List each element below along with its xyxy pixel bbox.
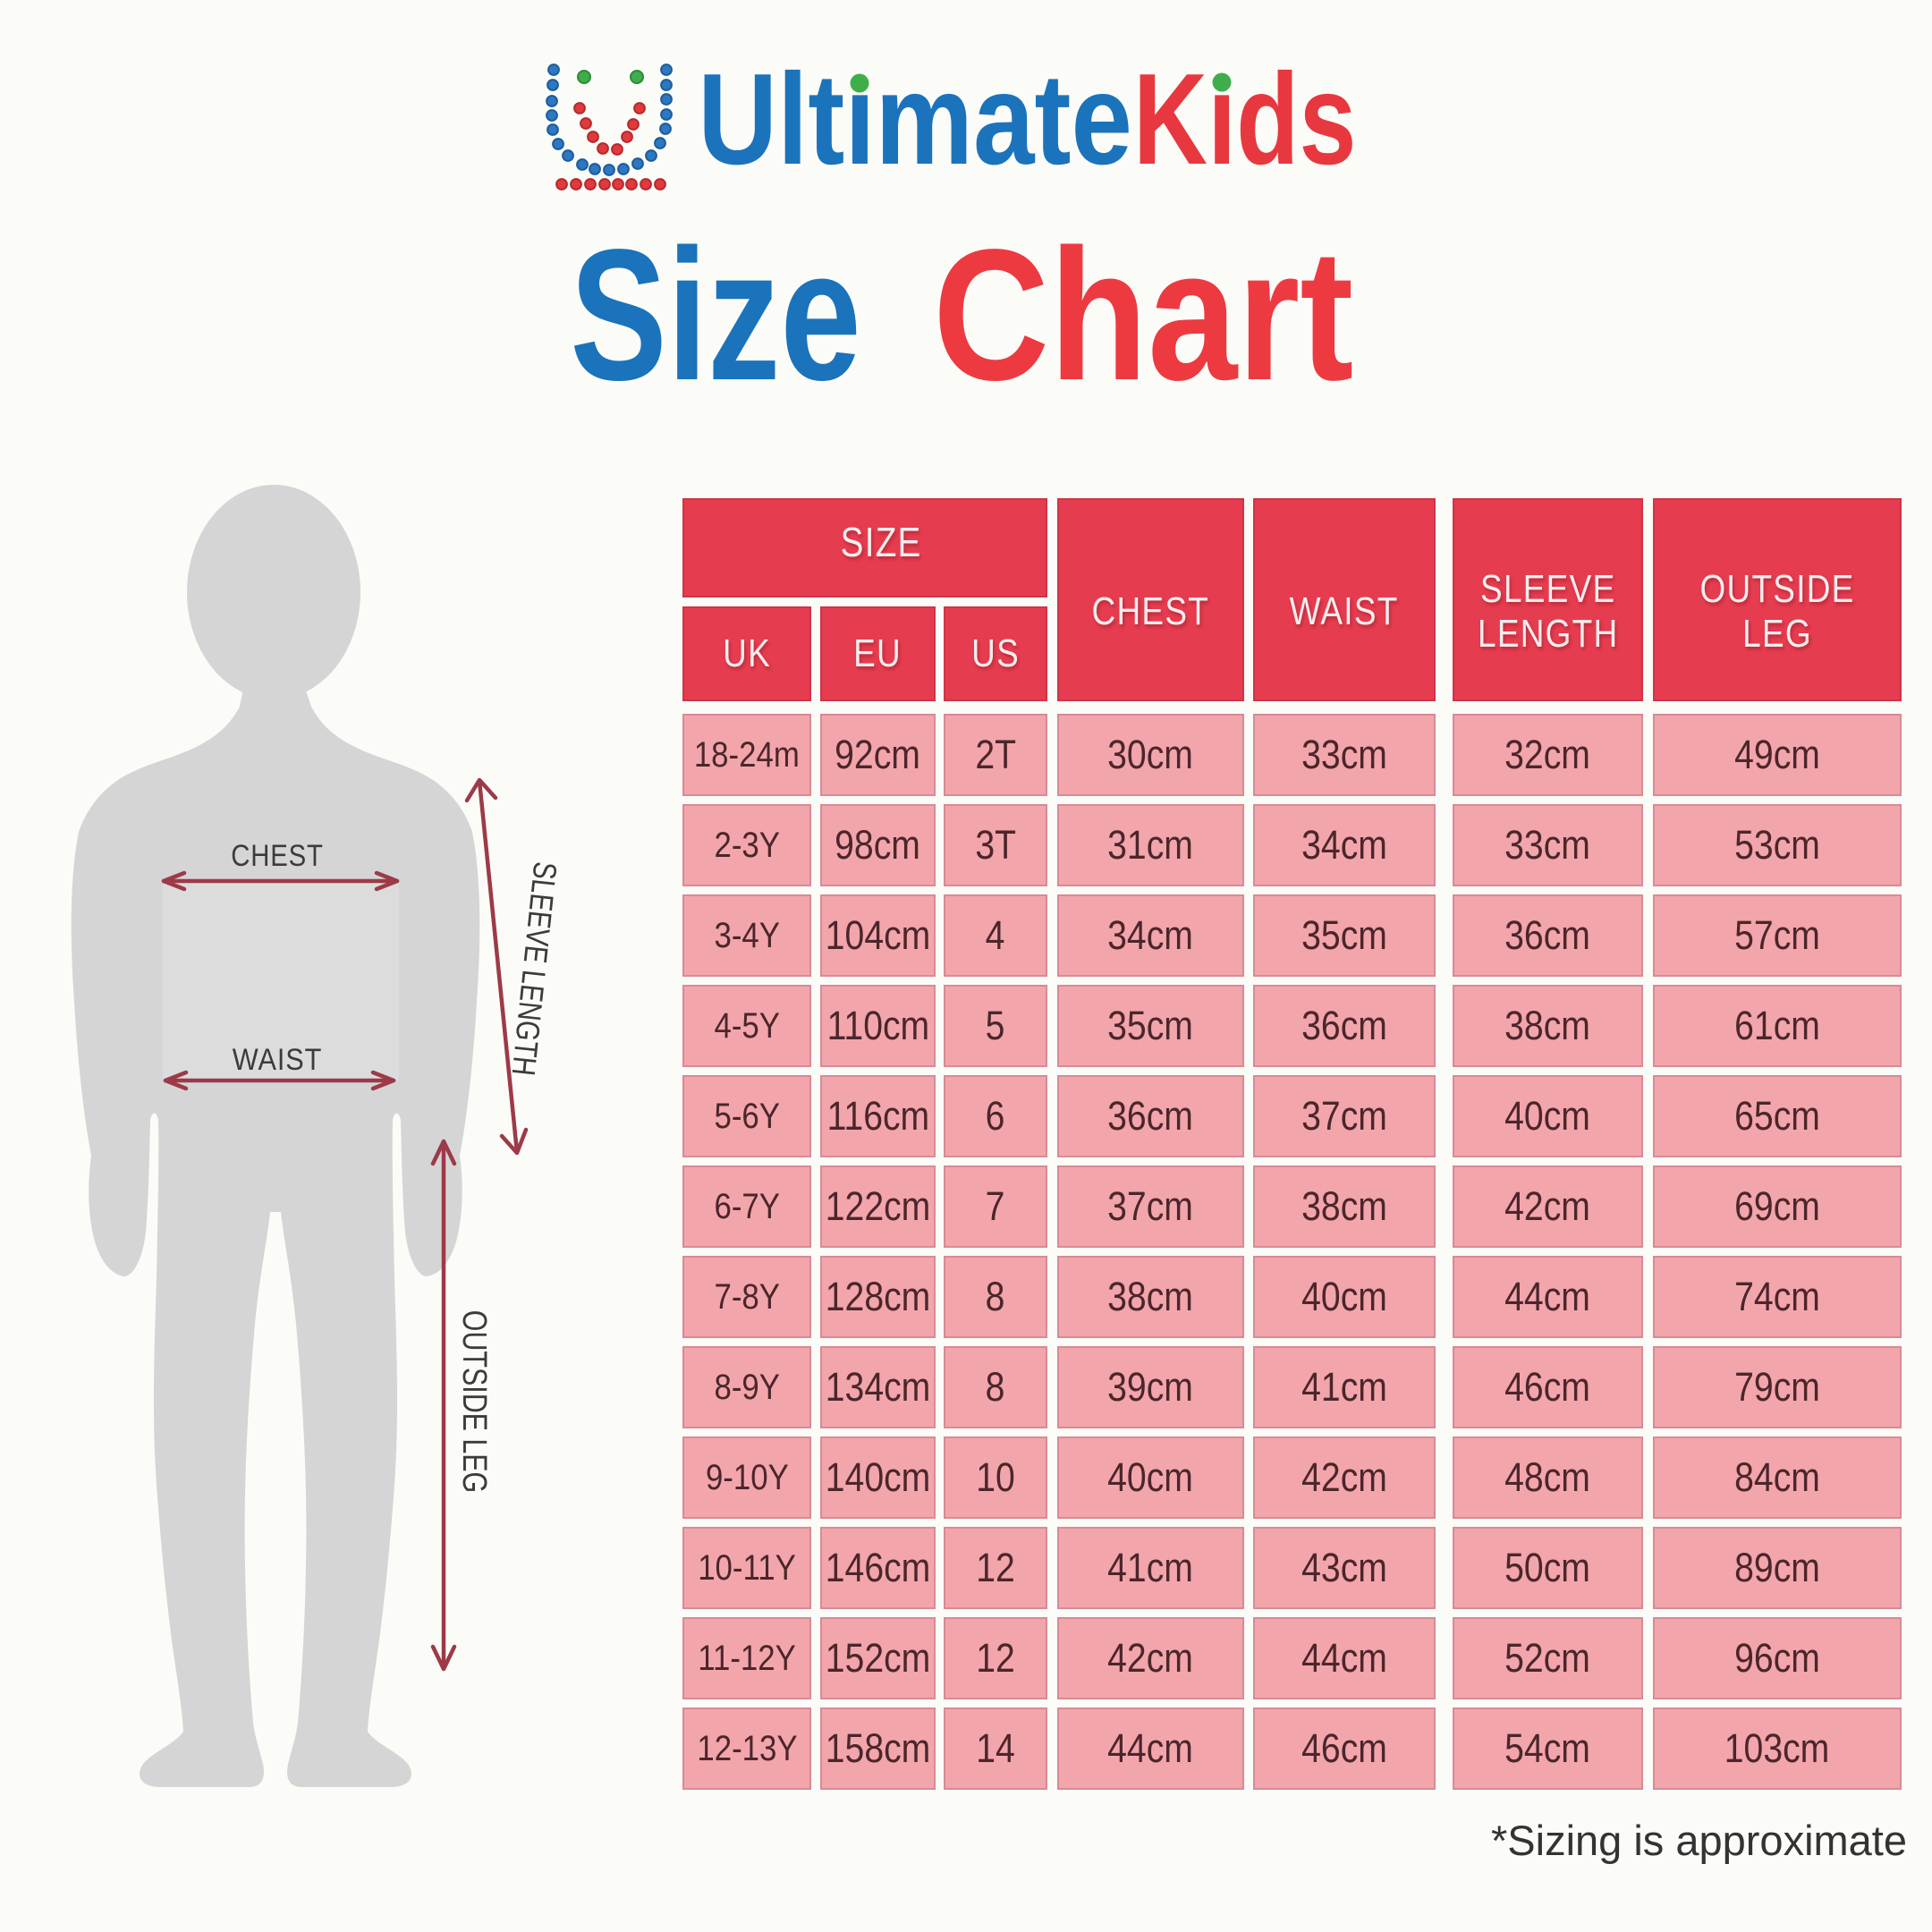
svg-text:SLEEVE LENGTH: SLEEVE LENGTH (504, 860, 564, 1077)
svg-text:Chart: Chart (933, 210, 1353, 419)
svg-text:Ultımate: Ultımate (698, 46, 1132, 191)
svg-text:CHEST: CHEST (231, 838, 324, 873)
svg-text:Size: Size (570, 209, 860, 419)
svg-text:OUTSIDE LEG: OUTSIDE LEG (455, 1310, 493, 1493)
svg-text:WAIST: WAIST (233, 1041, 322, 1076)
svg-text:*Sizing is approximate: *Sizing is approximate (1491, 1817, 1907, 1864)
svg-text:Kıds: Kıds (1133, 46, 1357, 191)
